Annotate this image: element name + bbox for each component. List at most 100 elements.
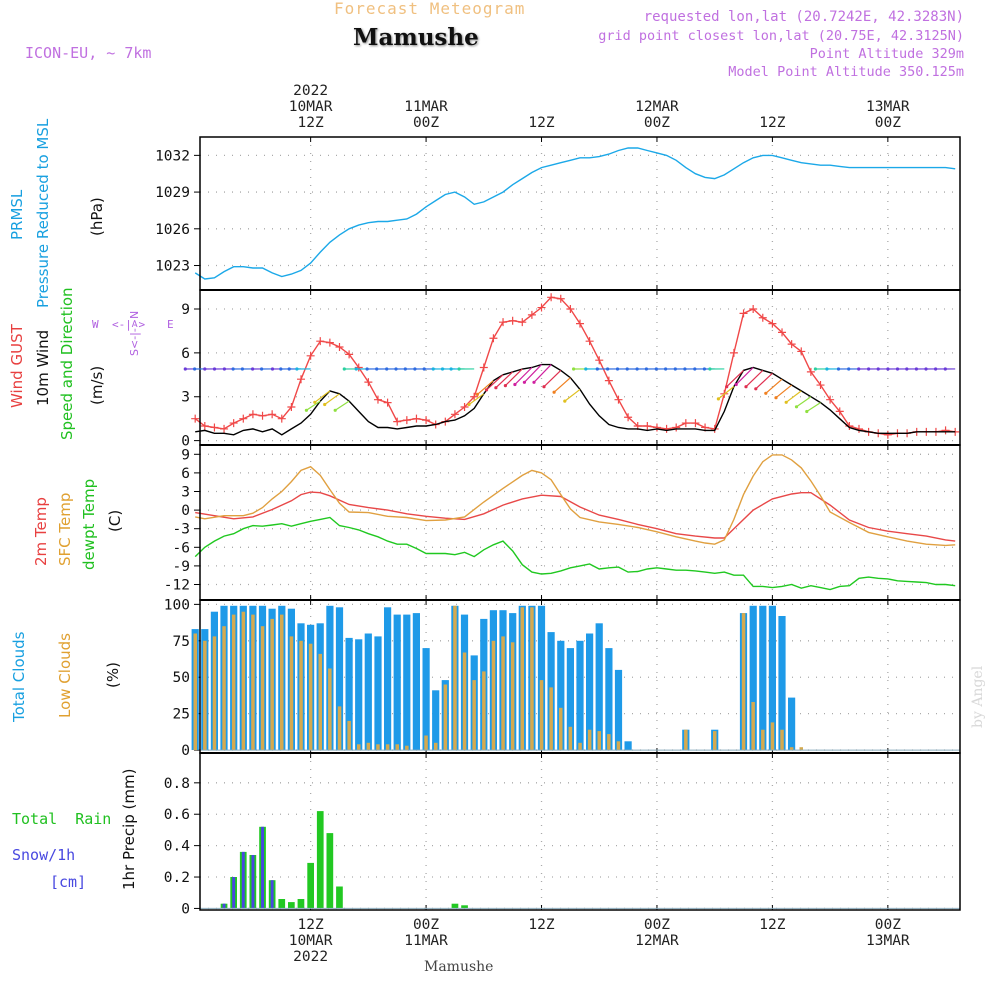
gust-point	[306, 351, 315, 360]
wind-arrow-head	[886, 367, 890, 371]
wind-arrow-head	[744, 385, 748, 389]
wind-arrow-head	[354, 367, 358, 371]
wind-arrow-head	[734, 382, 738, 387]
pressure-panel: 1023 1026 1029 1032	[155, 136, 961, 291]
time-label-line: 12Z	[297, 115, 324, 131]
precip-ytick-label: 0	[181, 901, 190, 917]
wind-direction-arrow	[735, 367, 754, 385]
gust-point	[460, 402, 469, 411]
gust-point	[826, 395, 835, 404]
gust-point	[691, 419, 700, 428]
wind-arrow-head	[905, 367, 909, 371]
wind-arrow-head	[625, 367, 629, 371]
cloud-bar-low-clouds	[713, 731, 717, 750]
wind-arrow-head	[457, 367, 461, 371]
cloud-bar-total-clouds	[586, 633, 594, 751]
footer-station: Mamushe	[424, 959, 494, 975]
gust-point	[739, 309, 748, 318]
rain-label: Total Rain	[12, 810, 111, 828]
cloud-bar-low-clouds	[472, 680, 476, 750]
wind-arrow-head	[595, 367, 599, 371]
gust-point	[422, 416, 431, 425]
gust-point	[220, 424, 229, 433]
time-label: 00Z 13MAR	[848, 917, 928, 949]
gust-point	[749, 305, 758, 314]
wind-arrow-head	[693, 367, 697, 371]
gust-point	[412, 414, 421, 423]
wind-arrow-head	[764, 391, 768, 395]
gust-point	[345, 350, 354, 359]
wind-arrow-head	[847, 367, 851, 371]
cloud-bar-low-clouds	[751, 702, 755, 751]
wind-arrow-head	[323, 402, 327, 407]
gust-point	[797, 347, 806, 356]
cloud-bar-total-clouds	[537, 605, 546, 751]
gust-point	[816, 381, 825, 390]
cloud-bar-total-clouds	[788, 697, 796, 751]
precip-bar-total-rain	[336, 886, 343, 909]
wind-direction-arrow	[514, 367, 533, 385]
time-label-line: 11MAR	[404, 99, 448, 115]
wind-arrow-head	[287, 367, 291, 371]
time-label-line: 2022	[293, 949, 329, 965]
wind-direction-arrow	[543, 369, 562, 388]
time-label: 12Z	[732, 917, 812, 933]
point-altitude: Point Altitude 329m	[809, 46, 964, 62]
wind-ytick-label: 0	[181, 434, 190, 450]
time-label-line: 13MAR	[866, 933, 910, 949]
wind-arrow-head	[725, 385, 729, 389]
precip-bar-total-rain	[297, 899, 305, 909]
cloud-bar-low-clouds	[597, 731, 601, 750]
temp-series-2m-temp	[195, 491, 956, 542]
cloud-bar-total-clouds	[624, 741, 632, 750]
wind-arrow-head	[467, 402, 471, 407]
time-label-line: 12Z	[528, 917, 555, 933]
pressure-ytick-label: 1029	[155, 185, 190, 201]
rain-label-b: Rain	[75, 810, 112, 828]
wind-arrow-head	[876, 367, 880, 371]
wind-direction-arrow	[314, 390, 331, 403]
gust-point	[758, 313, 767, 322]
temp-ytick-label: 0	[181, 503, 190, 519]
model-label: ICON-EU, ~ 7km	[25, 44, 152, 62]
cloud-bar-low-clouds	[212, 636, 217, 751]
pressure-ytick-label: 1032	[155, 148, 190, 164]
cloud-bar-low-clouds	[761, 729, 765, 751]
wind-arrow-head	[683, 367, 687, 371]
cloud-bar-low-clouds	[308, 643, 313, 751]
gust-point	[527, 310, 536, 319]
time-label-line: 12Z	[759, 115, 786, 131]
gust-point	[248, 410, 257, 419]
wind-arrow-head	[522, 380, 527, 384]
wind-arrow-head	[503, 384, 507, 388]
cloud-bar-low-clouds	[328, 668, 332, 751]
time-label-line: 12Z	[759, 917, 786, 933]
cloud-bar-total-clouds	[595, 623, 603, 751]
time-label-line: 11MAR	[404, 933, 448, 949]
wind-arrow-head	[270, 367, 275, 371]
wind-arrow-head	[654, 367, 658, 371]
wind-direction-arrow	[477, 380, 494, 395]
cloud-bar-low-clouds	[424, 735, 428, 751]
gust-point	[335, 343, 344, 352]
cloud-bar-low-clouds	[318, 653, 322, 751]
cloud-bar-low-clouds	[203, 640, 207, 751]
wind-direction-arrow	[523, 364, 542, 383]
gust-point	[479, 363, 488, 372]
pressure-ytick-label: 1023	[155, 259, 190, 275]
precip-bar-total-rain	[288, 902, 295, 909]
wind-arrow-head	[231, 367, 235, 371]
temp-panel: -12 -9 -6 -3 0 3 6 9	[164, 444, 961, 601]
gust-point	[470, 392, 479, 401]
precip-ytick-label: 0.6	[164, 807, 190, 823]
temp-ytick-label: -3	[173, 522, 190, 538]
precip-bar-snow-1h	[251, 855, 255, 909]
precip-bar-snow-1h	[241, 851, 245, 909]
gust-point	[508, 316, 517, 325]
model-altitude: Model Point Altitude 350.125m	[728, 64, 964, 80]
gust-point	[643, 421, 652, 430]
wind-arrow-head	[914, 367, 919, 371]
gust-point	[585, 337, 594, 346]
cloud-bar-low-clouds	[587, 729, 592, 751]
cloud-bar-low-clouds	[520, 607, 524, 751]
